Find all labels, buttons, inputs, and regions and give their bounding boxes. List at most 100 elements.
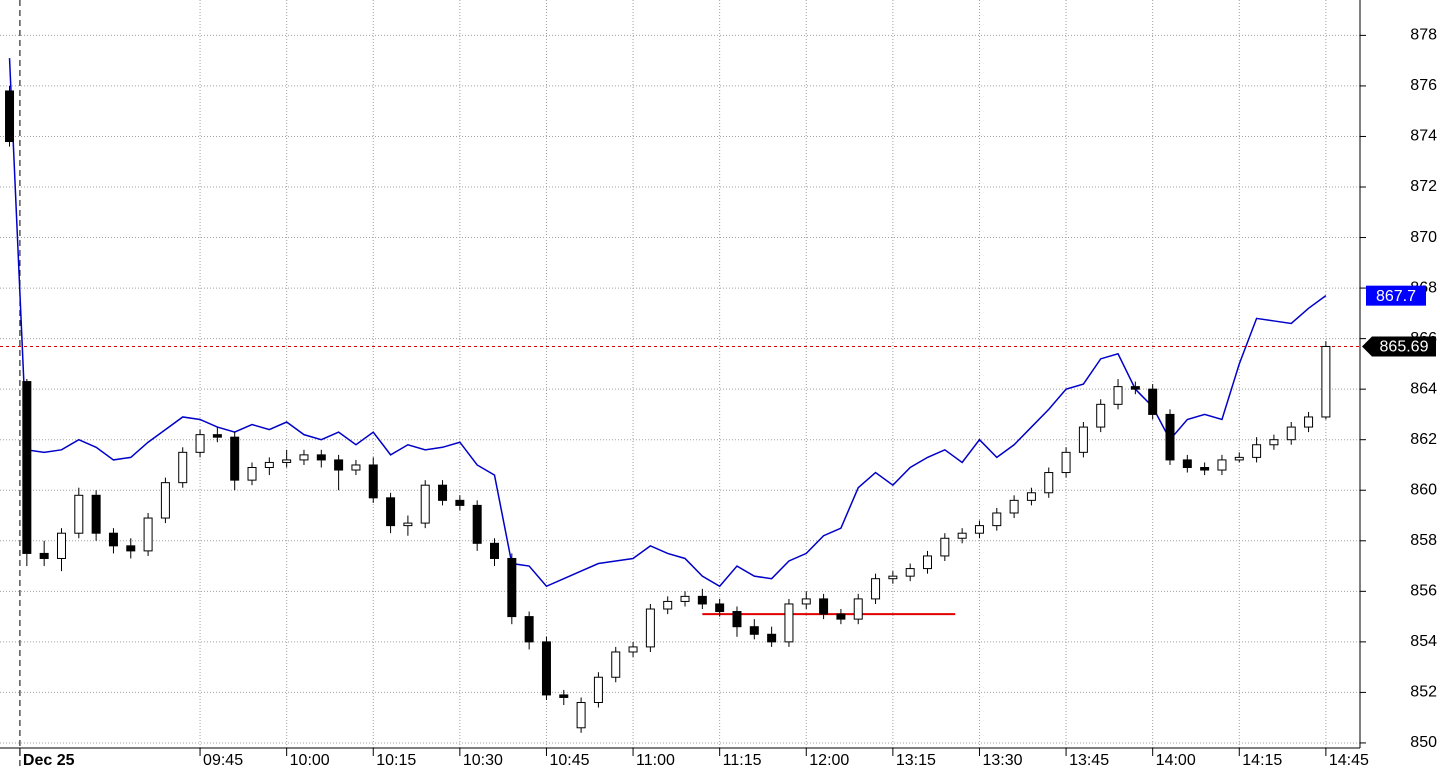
x-tick-label: Dec 25: [23, 752, 75, 769]
candle: [611, 646, 621, 683]
candle-body: [247, 467, 257, 481]
candle: [940, 533, 950, 561]
candle-body: [299, 454, 309, 461]
y-tick-label: 860: [1410, 481, 1437, 498]
x-tick-label: 10:15: [376, 752, 416, 769]
candle-body: [732, 611, 742, 628]
candle: [1269, 434, 1279, 450]
candle-body: [1148, 388, 1158, 415]
candle: [126, 538, 136, 559]
candle: [108, 528, 118, 554]
candle: [91, 490, 101, 541]
x-tick-label: 14:15: [1242, 752, 1282, 769]
candle-body: [39, 552, 49, 559]
candle: [1026, 487, 1036, 506]
y-tick-label: 872: [1410, 178, 1437, 195]
x-tick-label: 10:00: [290, 752, 330, 769]
candle: [1009, 495, 1019, 519]
candle-body: [74, 494, 84, 534]
candle-body: [5, 90, 15, 143]
candle-body: [1026, 492, 1036, 501]
candle-body: [645, 608, 655, 648]
candle-body: [697, 595, 707, 605]
y-tick-label: 852: [1410, 684, 1437, 701]
candle-body: [351, 464, 361, 471]
candle-body: [1234, 456, 1244, 461]
y-tick-label: 856: [1410, 583, 1437, 600]
candle-body: [524, 616, 534, 643]
candle: [299, 449, 309, 465]
y-tick-label: 864: [1410, 380, 1437, 397]
candle-body: [663, 600, 673, 610]
candle-body: [576, 702, 586, 729]
candle: [871, 573, 881, 604]
candle: [178, 447, 188, 488]
candle-body: [940, 537, 950, 557]
candle: [282, 449, 292, 468]
candle-body: [507, 557, 517, 618]
candle: [784, 598, 794, 647]
candle: [663, 596, 673, 615]
candle: [853, 593, 863, 625]
candle-body: [871, 578, 881, 600]
price-tag: [1362, 336, 1436, 357]
candle-body: [1252, 444, 1262, 458]
candle: [507, 553, 517, 625]
candle-body: [559, 694, 569, 698]
y-tick-label: 862: [1410, 431, 1437, 448]
candle: [1304, 411, 1314, 433]
candle: [767, 626, 777, 647]
candle: [368, 457, 378, 503]
candle: [923, 550, 933, 574]
candle: [628, 641, 638, 658]
candle-body: [1165, 413, 1175, 461]
candle: [1286, 422, 1296, 445]
candle-body: [230, 436, 240, 481]
candle: [1061, 447, 1071, 478]
y-tick-label: 850: [1410, 734, 1437, 751]
candle: [74, 487, 84, 539]
candle-body: [1096, 403, 1106, 428]
candle-body: [1304, 416, 1314, 428]
candle-body: [923, 555, 933, 570]
candle: [334, 454, 344, 491]
candle: [541, 636, 551, 700]
candle-body: [1130, 386, 1140, 390]
candle-body: [680, 595, 690, 602]
x-tick-label: 14:45: [1329, 752, 1369, 769]
candle: [559, 689, 569, 706]
candle-body: [836, 613, 846, 620]
candle: [1113, 379, 1123, 410]
candle: [386, 492, 396, 534]
candle: [524, 611, 534, 650]
candle-body: [420, 484, 430, 524]
line-series: [8, 58, 1327, 588]
candle: [455, 495, 465, 511]
x-tick-label: 09:45: [203, 752, 243, 769]
candle: [576, 697, 586, 733]
candle-body: [1078, 426, 1088, 453]
y-tick-label: 854: [1410, 633, 1437, 650]
candle: [160, 477, 170, 524]
candle: [195, 429, 205, 458]
candle: [1148, 384, 1158, 420]
candle: [5, 85, 15, 147]
candle: [403, 515, 413, 536]
value-tag: [1366, 285, 1426, 306]
candle: [1165, 409, 1175, 465]
candle: [749, 619, 759, 640]
candle: [957, 528, 967, 544]
candle: [316, 449, 326, 468]
candle-body: [56, 532, 66, 559]
candle: [974, 520, 984, 539]
candle: [420, 480, 430, 529]
candle: [1217, 454, 1227, 476]
candle-body: [472, 504, 482, 544]
candle-body: [1286, 426, 1296, 441]
candle: [56, 528, 66, 572]
candle: [39, 540, 49, 567]
x-tick-label: 13:45: [1069, 752, 1109, 769]
candle: [438, 480, 448, 506]
candle-body: [1113, 386, 1123, 405]
